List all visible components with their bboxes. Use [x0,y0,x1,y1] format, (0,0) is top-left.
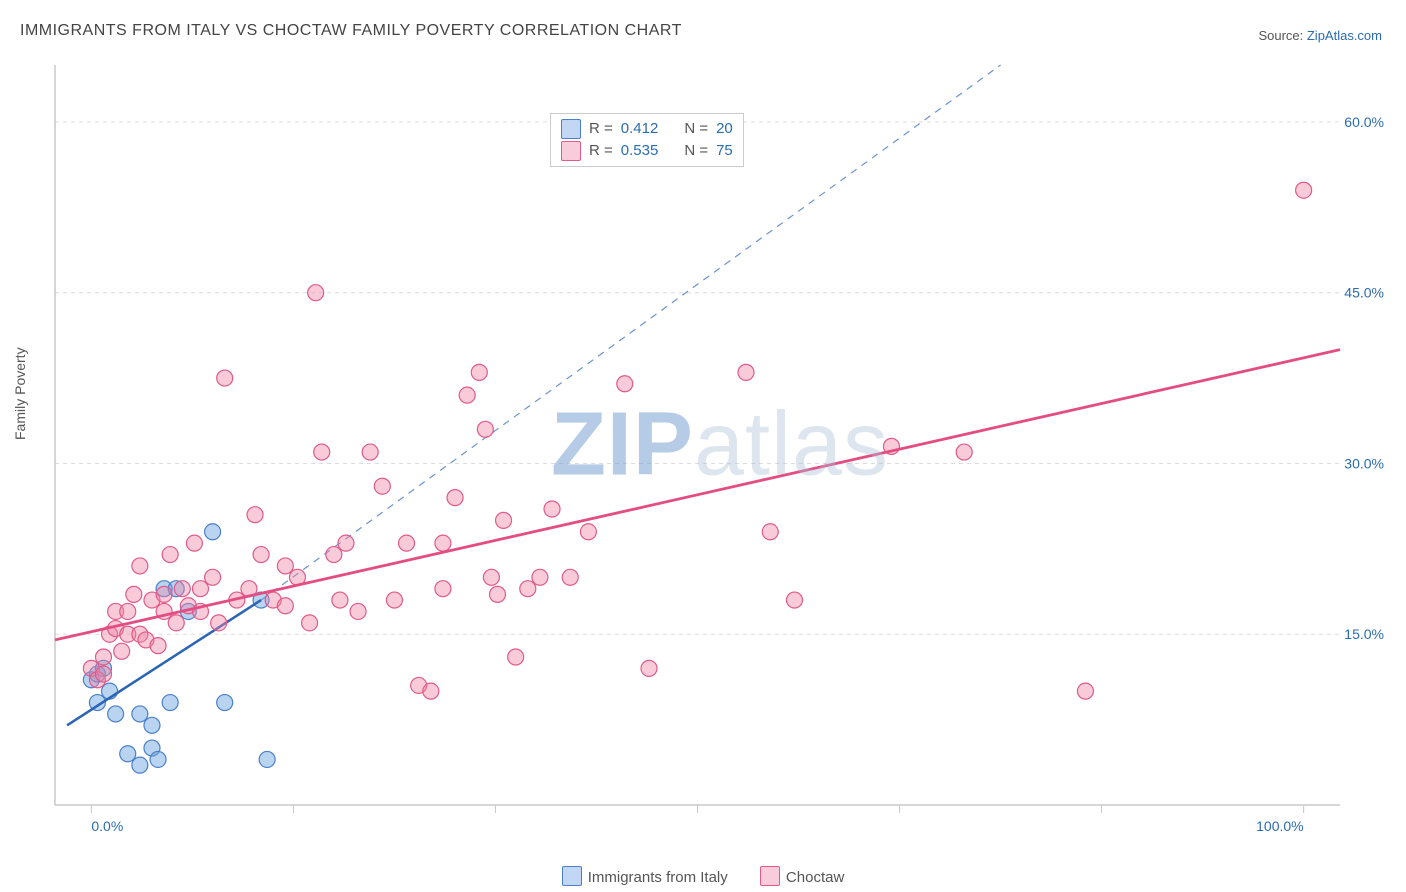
legend-item: Immigrants from Italy [562,869,732,886]
source-label: Source: ZipAtlas.com [1258,28,1382,43]
legend-item: Choctaw [760,869,844,886]
chart-area: 15.0% 30.0% 45.0% 60.0% 0.0% 100.0% R = 0.412… [50,55,1390,845]
swatch-icon [760,866,780,886]
r-value: 0.535 [621,140,659,162]
r-label: R = [589,118,613,140]
svg-text:100.0%: 100.0% [1256,818,1303,834]
legend-row: R = 0.535 N = 75 [561,140,733,162]
swatch-icon [561,141,581,161]
legend-row: R = 0.412 N = 20 [561,118,733,140]
legend-correlation: R = 0.412 N = 20 R = 0.535 N = 75 [550,113,744,167]
r-value: 0.412 [621,118,659,140]
svg-text:60.0%: 60.0% [1344,114,1384,130]
svg-text:15.0%: 15.0% [1344,626,1384,642]
n-value: 75 [716,140,733,162]
legend-series: Immigrants from Italy Choctaw [0,866,1406,886]
svg-text:30.0%: 30.0% [1344,455,1384,471]
n-label: N = [684,140,708,162]
chart-svg: 15.0% 30.0% 45.0% 60.0% 0.0% 100.0% [50,55,1390,845]
svg-text:0.0%: 0.0% [91,818,123,834]
legend-label: Choctaw [786,869,844,886]
source-link[interactable]: ZipAtlas.com [1307,28,1382,43]
n-value: 20 [716,118,733,140]
y-axis-label: Family Poverty [12,347,28,440]
source-prefix: Source: [1258,28,1306,43]
n-label: N = [684,118,708,140]
legend-label: Immigrants from Italy [588,869,728,886]
swatch-icon [561,119,581,139]
r-label: R = [589,140,613,162]
swatch-icon [562,866,582,886]
chart-title: IMMIGRANTS FROM ITALY VS CHOCTAW FAMILY … [20,22,682,40]
svg-text:45.0%: 45.0% [1344,285,1384,301]
